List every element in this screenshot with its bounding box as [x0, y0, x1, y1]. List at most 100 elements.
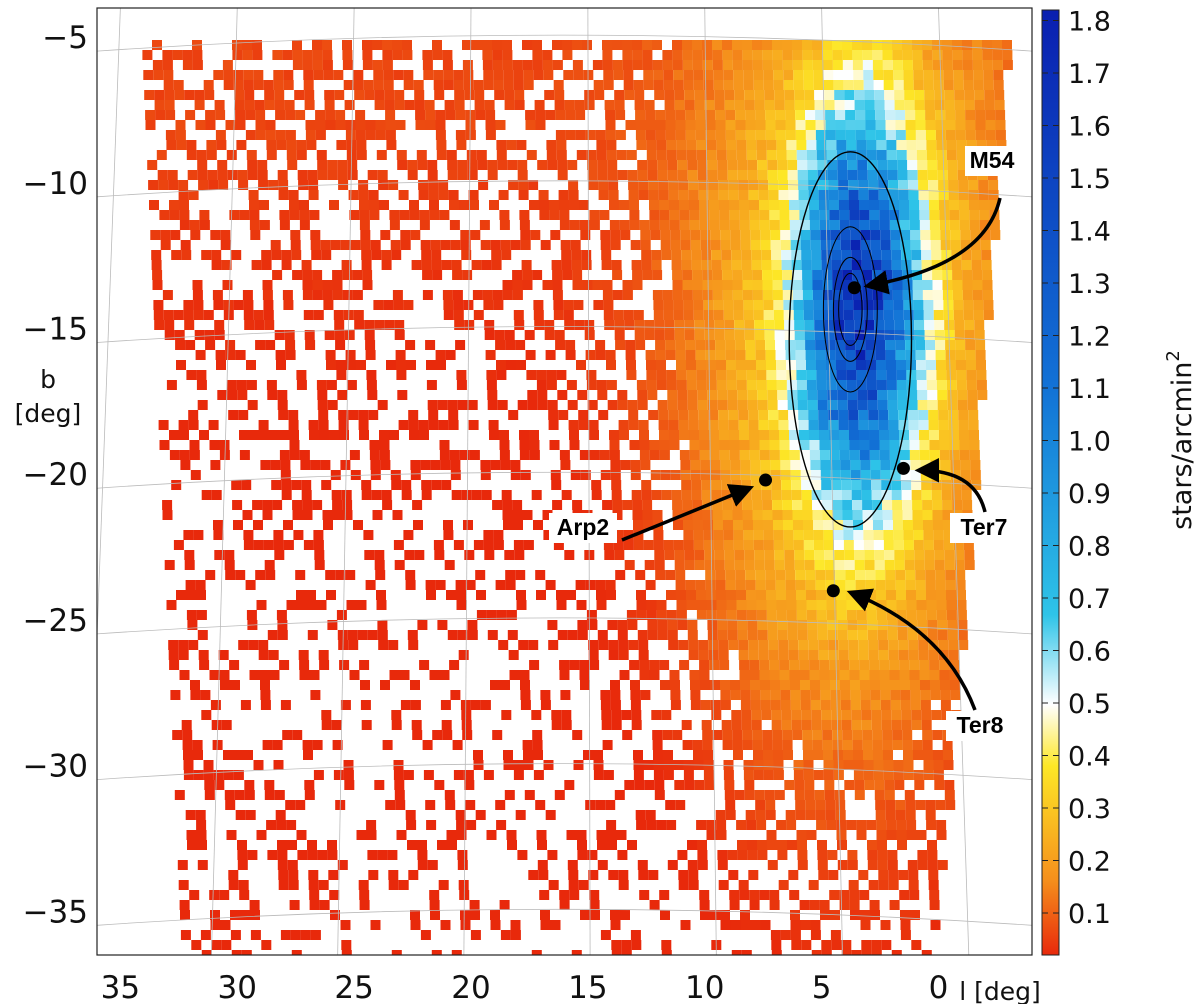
density-cell — [274, 90, 285, 100]
density-cell — [503, 760, 514, 770]
density-cell — [839, 450, 850, 460]
density-cell — [842, 50, 853, 60]
density-cell — [813, 520, 823, 530]
density-cell — [763, 750, 773, 760]
density-cell — [255, 570, 266, 580]
density-cell — [742, 510, 753, 520]
density-cell — [886, 820, 897, 830]
density-cell — [646, 370, 657, 380]
density-cell — [720, 680, 730, 690]
density-cell — [393, 760, 404, 770]
density-cell — [358, 420, 369, 430]
density-cell — [434, 780, 445, 790]
density-cell — [403, 770, 414, 780]
density-cell — [507, 160, 518, 170]
density-cell — [389, 210, 400, 220]
density-cell — [672, 270, 683, 280]
density-cell — [896, 600, 907, 610]
density-cell — [572, 500, 583, 510]
density-cell — [861, 950, 872, 955]
density-cell — [885, 110, 896, 120]
density-cell — [217, 390, 228, 400]
density-cell — [680, 460, 691, 470]
density-cell — [928, 410, 939, 420]
density-cell — [883, 80, 894, 90]
density-cell — [779, 220, 790, 230]
density-cell — [461, 490, 472, 500]
density-cell — [910, 910, 920, 920]
density-cell — [221, 260, 232, 270]
density-cell — [866, 610, 877, 620]
density-cell — [887, 860, 898, 870]
density-cell — [328, 870, 339, 880]
density-cell — [491, 260, 502, 270]
density-cell — [174, 330, 185, 340]
density-cell — [953, 80, 964, 90]
density-cell — [830, 230, 841, 240]
density-cell — [182, 50, 193, 60]
density-cell — [361, 260, 372, 270]
density-cell — [682, 280, 693, 290]
density-cell — [651, 490, 662, 500]
density-cell — [519, 430, 529, 440]
density-cell — [728, 410, 739, 420]
density-cell — [150, 230, 161, 240]
density-cell — [630, 680, 640, 690]
density-cell — [421, 260, 432, 270]
density-cell — [404, 100, 415, 110]
density-cell — [883, 770, 894, 780]
density-cell — [656, 600, 667, 610]
density-cell — [810, 920, 821, 930]
density-cell — [793, 540, 804, 550]
density-cell — [732, 60, 743, 70]
density-cell — [323, 300, 334, 310]
density-cell — [269, 670, 280, 680]
density-cell — [788, 190, 799, 200]
density-cell — [406, 360, 416, 370]
density-cell — [885, 800, 896, 810]
density-cell — [774, 560, 785, 570]
density-cell — [214, 780, 225, 790]
density-cell — [436, 360, 446, 370]
density-cell — [836, 360, 846, 370]
density-cell — [782, 500, 793, 510]
density-cell — [874, 100, 885, 110]
density-cell — [347, 160, 358, 170]
density-cell — [960, 460, 971, 470]
density-cell — [652, 730, 663, 740]
density-cell — [573, 70, 584, 80]
density-cell — [683, 520, 693, 530]
density-cell — [875, 350, 886, 360]
density-cell — [713, 520, 723, 530]
density-cell — [874, 790, 885, 800]
density-cell — [455, 130, 466, 140]
density-cell — [255, 340, 266, 350]
density-cell — [760, 690, 771, 700]
density-cell — [976, 370, 987, 380]
density-cell — [905, 130, 916, 140]
density-cell — [869, 430, 879, 440]
density-cell — [826, 140, 837, 150]
colorbar-label: stars/arcmin2 — [1163, 350, 1198, 530]
density-cell — [834, 90, 845, 100]
density-cell — [713, 300, 724, 310]
density-cell — [464, 320, 475, 330]
density-cell — [742, 290, 753, 300]
density-cell — [536, 590, 546, 600]
density-cell — [641, 480, 652, 490]
density-cell — [588, 650, 599, 660]
density-cell — [679, 430, 689, 440]
density-cell — [630, 470, 641, 480]
density-cell — [499, 900, 510, 910]
density-cell — [382, 40, 392, 50]
density-cell — [695, 340, 706, 350]
density-cell — [780, 240, 791, 250]
density-cell — [993, 70, 1004, 80]
density-cell — [919, 430, 929, 440]
density-cell — [517, 170, 528, 180]
y-tick-label: −20 — [23, 457, 88, 493]
y-axis-ticks: −5−10−15−20−25−30−35 — [23, 20, 88, 930]
density-cell — [292, 60, 303, 70]
density-cell — [587, 850, 598, 860]
density-cell — [853, 300, 864, 310]
